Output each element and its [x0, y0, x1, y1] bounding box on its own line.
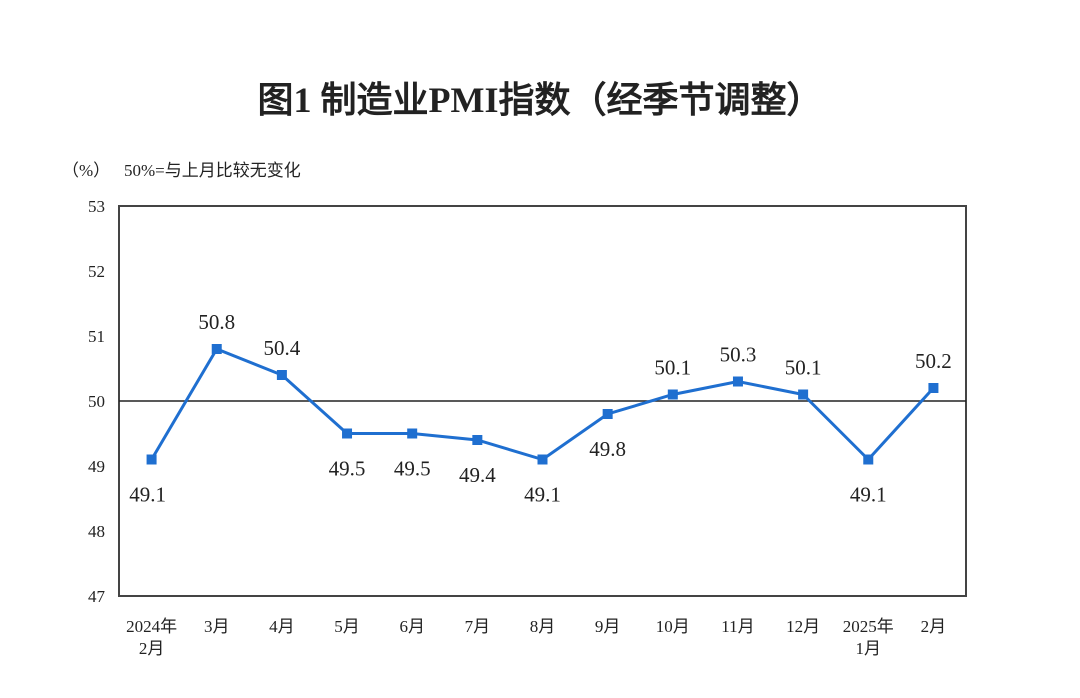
data-label: 49.5	[394, 457, 431, 481]
y-tick-label: 51	[88, 327, 105, 346]
unit-label: （%）	[62, 161, 110, 180]
x-tick-label: 11月	[721, 617, 754, 636]
x-tick-label: 2024年	[126, 617, 177, 636]
x-tick-label: 5月	[334, 617, 360, 636]
data-point	[798, 389, 809, 400]
data-point	[863, 454, 874, 465]
data-point	[732, 376, 743, 387]
y-tick-label: 49	[88, 457, 105, 476]
data-label: 49.8	[589, 437, 626, 461]
data-label: 50.1	[654, 356, 691, 380]
data-label: 50.2	[915, 349, 952, 373]
data-label: 50.1	[785, 356, 822, 380]
x-tick-label: 6月	[399, 617, 425, 636]
x-tick-label: 2月	[139, 639, 165, 658]
y-tick-label: 53	[88, 197, 105, 216]
x-tick-label: 2月	[921, 617, 947, 636]
data-point	[537, 454, 548, 465]
data-label: 49.5	[329, 457, 366, 481]
data-label: 49.4	[459, 463, 496, 487]
data-point	[472, 435, 483, 445]
reference-note: 50%=与上月比较无变化	[124, 161, 301, 180]
data-point	[928, 383, 939, 393]
x-tick-label: 10月	[656, 617, 690, 636]
data-point	[211, 344, 222, 354]
x-tick-label: 1月	[856, 639, 882, 658]
x-tick-label: 9月	[595, 617, 621, 636]
y-tick-label: 48	[88, 522, 105, 541]
data-label: 49.1	[129, 483, 166, 507]
data-point	[602, 409, 613, 419]
data-label: 50.4	[264, 336, 301, 360]
data-point	[276, 370, 287, 380]
data-label: 49.1	[850, 483, 887, 507]
x-tick-label: 12月	[786, 617, 820, 636]
x-tick-label: 3月	[204, 617, 230, 636]
data-point	[407, 428, 418, 439]
data-label: 50.8	[198, 310, 235, 334]
data-point	[342, 428, 353, 439]
y-tick-label: 50	[88, 392, 105, 411]
x-tick-label: 4月	[269, 617, 295, 636]
data-point	[146, 454, 157, 465]
data-point	[667, 389, 678, 400]
data-label: 50.3	[720, 343, 757, 367]
y-tick-label: 52	[88, 262, 105, 281]
chart-title: 图1 制造业PMI指数（经季节调整）	[258, 80, 823, 120]
x-tick-label: 8月	[530, 617, 556, 636]
x-tick-label: 7月	[465, 617, 491, 636]
data-label: 49.1	[524, 483, 561, 507]
x-tick-label: 2025年	[843, 617, 894, 636]
y-tick-label: 47	[88, 587, 106, 606]
